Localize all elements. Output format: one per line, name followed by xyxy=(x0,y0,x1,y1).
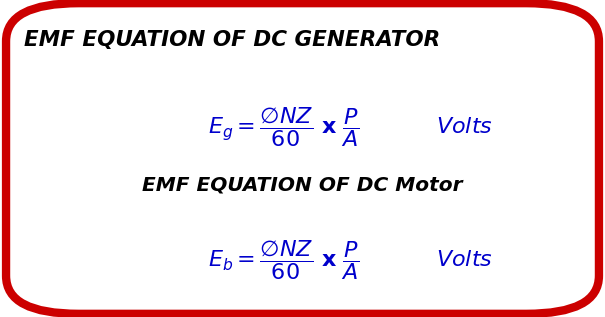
Text: EMF EQUATION OF DC GENERATOR: EMF EQUATION OF DC GENERATOR xyxy=(24,29,440,50)
Text: $\mathit{E_g} = \dfrac{\varnothing NZ}{60}\ \mathbf{x}\ \dfrac{P}{A}$: $\mathit{E_g} = \dfrac{\varnothing NZ}{6… xyxy=(208,105,361,149)
Text: $\mathit{E_b} = \dfrac{\varnothing NZ}{60}\ \mathbf{x}\ \dfrac{P}{A}$: $\mathit{E_b} = \dfrac{\varnothing NZ}{6… xyxy=(208,238,361,282)
FancyBboxPatch shape xyxy=(6,3,599,314)
Text: $\mathit{Volts}$: $\mathit{Volts}$ xyxy=(436,117,492,137)
Text: $\mathit{Volts}$: $\mathit{Volts}$ xyxy=(436,250,492,270)
Text: EMF EQUATION OF DC Motor: EMF EQUATION OF DC Motor xyxy=(142,176,463,195)
